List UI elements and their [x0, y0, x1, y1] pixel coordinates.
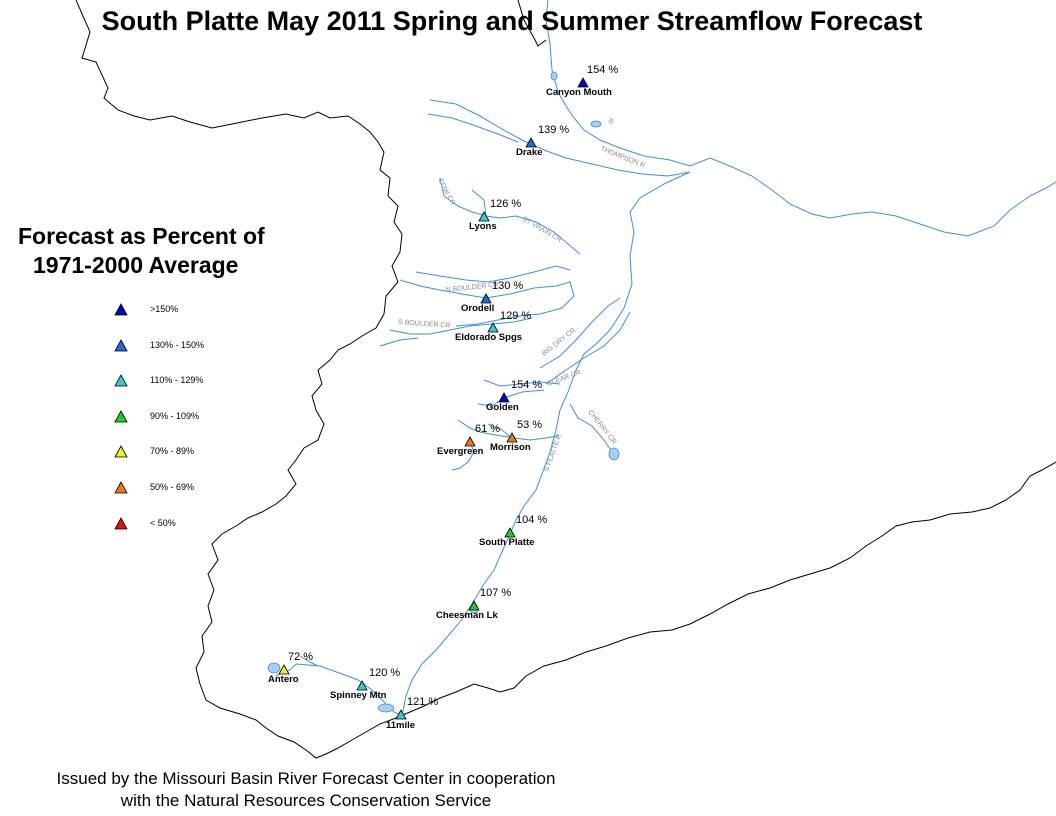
legend-swatch — [114, 516, 128, 529]
legend-label: 70% - 89% — [150, 446, 195, 456]
footer-credit: Issued by the Missouri Basin River Forec… — [0, 768, 612, 812]
station-percent: 72 % — [288, 651, 313, 663]
river-network — [275, 0, 1056, 717]
station-name: Golden — [486, 402, 519, 413]
station-marker[interactable] — [480, 293, 492, 304]
river-label: ST VRAIN CR — [521, 216, 563, 244]
river-label: CHERRY CR — [586, 409, 617, 446]
lake — [377, 703, 395, 713]
station-name: 11mile — [386, 720, 415, 731]
legend-item: 90% - 109% — [114, 408, 199, 424]
station-percent: 154 % — [587, 64, 618, 76]
station-name: Drake — [516, 147, 542, 158]
station-name: South Platte — [479, 537, 534, 548]
station-drake[interactable]: 139 % Drake — [516, 124, 569, 158]
station-marker[interactable] — [278, 664, 290, 675]
lake — [267, 662, 281, 674]
legend-item: >150% — [114, 301, 178, 317]
basin-boundary — [75, 0, 1056, 759]
station-percent: 61 % — [475, 423, 500, 435]
station-spinney-mtn[interactable]: 120 % Spinney Mtn — [330, 667, 400, 701]
station-name: Canyon Mouth — [546, 87, 612, 98]
station-percent: 139 % — [538, 124, 569, 136]
legend-label: 50% - 69% — [150, 482, 195, 492]
station-percent: 107 % — [480, 587, 511, 599]
legend-swatch — [114, 409, 128, 422]
station-name: Eldorado Spgs — [455, 332, 522, 343]
legend-label: < 50% — [150, 518, 176, 528]
station-cheesman-lk[interactable]: 107 % Cheesman Lk — [436, 587, 511, 621]
legend-item: 110% - 129% — [114, 372, 203, 388]
station-name: Orodell — [461, 303, 494, 314]
station-name: Morrison — [490, 442, 531, 453]
river-label: B — [607, 118, 615, 127]
station-marker[interactable] — [525, 137, 537, 148]
station-percent: 104 % — [516, 514, 547, 526]
footer-line1: Issued by the Missouri Basin River Forec… — [56, 769, 556, 788]
map-title: South Platte May 2011 Spring and Summer … — [101, 6, 923, 36]
station-evergreen[interactable]: 61 % Evergreen — [437, 423, 500, 457]
station-marker[interactable] — [487, 322, 499, 333]
legend-label: 90% - 109% — [150, 411, 200, 421]
station-south-platte[interactable]: 104 % South Platte — [479, 514, 547, 548]
river-label: S BOULDER CR — [398, 319, 451, 330]
station-orodell[interactable]: 130 % Orodell — [461, 280, 523, 314]
station-percent: 130 % — [492, 280, 523, 292]
legend-item: 130% - 150% — [114, 337, 204, 353]
station-marker[interactable] — [577, 77, 589, 88]
station-name: Evergreen — [437, 446, 484, 457]
station-marker[interactable] — [356, 680, 368, 691]
station-percent: 120 % — [369, 667, 400, 679]
station-marker[interactable] — [468, 600, 480, 611]
station-golden[interactable]: 154 % Golden — [486, 379, 542, 413]
legend-swatch — [114, 302, 128, 315]
legend-title-line1: Forecast as Percent of — [18, 223, 265, 249]
legend-swatch — [114, 444, 128, 457]
station-marker[interactable] — [478, 211, 490, 222]
station-canyon-mouth[interactable]: 154 % Canyon Mouth — [546, 64, 618, 98]
river-label: CLEAR CR — [546, 369, 582, 388]
station-percent: 154 % — [511, 379, 542, 391]
station-marker[interactable] — [395, 709, 407, 720]
legend-swatch — [114, 480, 128, 493]
legend-item: < 50% — [114, 515, 176, 531]
lake — [608, 447, 620, 461]
river-label: BIG DRY CR — [541, 327, 577, 358]
station-marker[interactable] — [506, 432, 518, 443]
station-morrison[interactable]: 53 % Morrison — [490, 419, 542, 453]
legend-label: >150% — [150, 304, 179, 314]
legend-item: 50% - 69% — [114, 479, 194, 495]
station-name: Lyons — [469, 221, 497, 232]
lakes — [267, 71, 620, 713]
station-marker[interactable] — [498, 392, 510, 403]
legend-item: 70% - 89% — [114, 443, 194, 459]
station-lyons[interactable]: 126 % Lyons — [469, 198, 521, 232]
station-name: Spinney Mtn — [330, 690, 387, 701]
lake — [550, 71, 558, 81]
station-marker[interactable] — [464, 436, 476, 447]
station-name: Antero — [268, 674, 299, 685]
station-antero[interactable]: 72 % Antero — [268, 651, 313, 685]
footer-line2: with the Natural Resources Conservation … — [120, 791, 492, 810]
legend-label: 110% - 129% — [150, 375, 204, 385]
station-marker[interactable] — [504, 527, 516, 538]
legend-title-line2: 1971-2000 Average — [33, 252, 239, 278]
station-eldorado-spgs[interactable]: 129 % Eldorado Spgs — [455, 310, 531, 343]
station-name: Cheesman Lk — [436, 610, 498, 621]
station-percent: 126 % — [490, 198, 521, 210]
station-11mile[interactable]: 121 % 11mile — [386, 696, 438, 731]
legend-swatch — [114, 338, 128, 351]
legend-label: 130% - 150% — [150, 340, 205, 350]
legend-swatch — [114, 373, 128, 386]
river-label: N BOULDER CR — [445, 281, 498, 293]
station-percent: 53 % — [517, 419, 542, 431]
station-percent: 121 % — [407, 696, 438, 708]
legend-title: Forecast as Percent of 1971-2000 Average — [18, 222, 318, 280]
lake — [590, 120, 602, 128]
river-label: COW CR — [436, 178, 456, 207]
station-percent: 129 % — [500, 310, 531, 322]
